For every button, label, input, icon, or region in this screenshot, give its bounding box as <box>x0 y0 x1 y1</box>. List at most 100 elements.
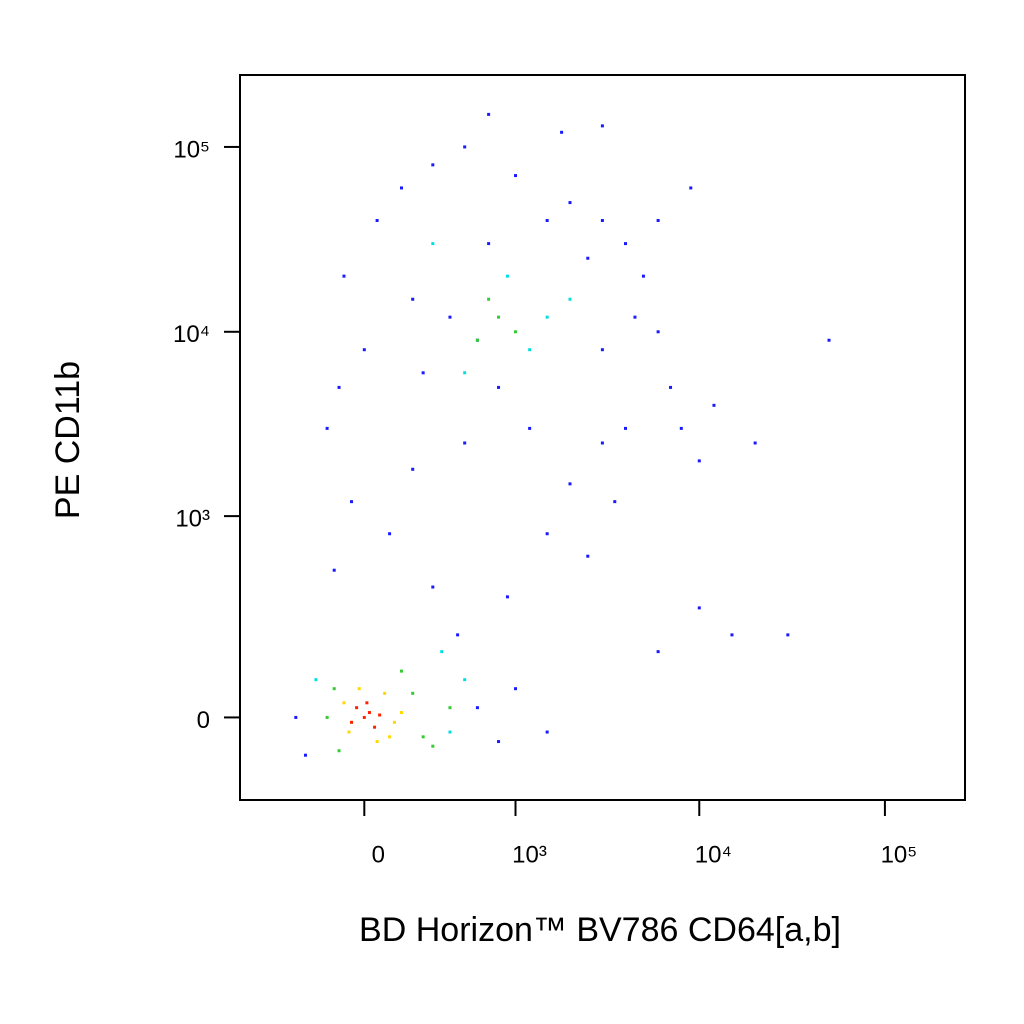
event-dot <box>325 426 329 430</box>
event-dot <box>355 706 359 710</box>
event-dot <box>545 730 549 734</box>
event-dot <box>505 595 509 599</box>
event-dot <box>656 650 660 654</box>
event-dot <box>600 348 604 352</box>
event-dot <box>514 174 518 178</box>
event-dot <box>365 701 369 705</box>
event-dot <box>600 219 604 223</box>
event-dot <box>545 532 549 536</box>
event-dot <box>357 687 361 691</box>
event-dot <box>641 274 645 278</box>
event-dot <box>448 730 452 734</box>
event-dot <box>332 568 336 572</box>
y-tick-label: 10⁵ <box>173 136 210 163</box>
event-dot <box>528 348 532 352</box>
event-dot <box>440 650 444 654</box>
event-dot <box>600 441 604 445</box>
event-dot <box>303 753 307 757</box>
event-dot <box>827 338 831 342</box>
event-dot <box>314 678 318 682</box>
event-dot <box>411 297 415 301</box>
x-tick-label: 10⁴ <box>695 841 732 868</box>
event-dot <box>712 403 716 407</box>
event-dot <box>730 633 734 637</box>
event-dot <box>392 720 396 724</box>
event-dot <box>623 242 627 246</box>
event-dot <box>505 274 509 278</box>
event-dot <box>342 701 346 705</box>
event-dot <box>463 678 467 682</box>
event-dot <box>411 467 415 471</box>
event-dot <box>669 385 673 389</box>
event-dot <box>656 330 660 334</box>
event-dot <box>487 112 491 116</box>
event-dot <box>342 274 346 278</box>
event-dot <box>545 315 549 319</box>
event-dot <box>528 426 532 430</box>
x-axis-title: BD Horizon™ BV786 CD64[a,b] <box>359 911 841 949</box>
event-dot <box>350 500 354 504</box>
event-dot <box>378 713 382 717</box>
event-dot <box>463 145 467 149</box>
event-dot <box>367 711 371 715</box>
event-dot <box>568 201 572 205</box>
event-dot <box>362 348 366 352</box>
event-dot <box>487 242 491 246</box>
event-dot <box>448 315 452 319</box>
event-dot <box>545 219 549 223</box>
event-dot <box>586 554 590 558</box>
event-dot <box>463 441 467 445</box>
event-dot <box>514 330 518 334</box>
event-dot <box>679 426 683 430</box>
y-axis-title: PE CD11b <box>49 361 87 519</box>
event-dot <box>421 371 425 375</box>
event-dot <box>568 482 572 486</box>
event-dot <box>375 219 379 223</box>
event-dot <box>399 711 403 715</box>
y-tick-label: 0 <box>197 707 210 734</box>
event-dot <box>613 500 617 504</box>
event-dot <box>448 706 452 710</box>
event-dot <box>600 124 604 128</box>
event-dot <box>463 371 467 375</box>
event-dot <box>633 315 637 319</box>
event-dot <box>337 385 341 389</box>
event-dot <box>475 706 479 710</box>
event-dot <box>697 606 701 610</box>
y-tick-label: 10³ <box>175 505 210 532</box>
event-dot <box>325 715 329 719</box>
event-dot <box>487 297 491 301</box>
event-dot <box>431 163 435 167</box>
event-dot <box>431 242 435 246</box>
event-dot <box>786 633 790 637</box>
event-dot <box>399 669 403 673</box>
event-dot <box>456 633 460 637</box>
event-dot <box>497 315 501 319</box>
event-dot <box>421 735 425 739</box>
event-dot <box>388 735 392 739</box>
event-dot <box>332 687 336 691</box>
event-dot <box>656 219 660 223</box>
event-dot <box>568 297 572 301</box>
event-dot <box>350 720 354 724</box>
event-dot <box>497 385 501 389</box>
x-tick-label: 10³ <box>512 841 547 868</box>
event-dot <box>697 459 701 463</box>
event-dot <box>586 256 590 260</box>
event-dot <box>383 691 387 695</box>
event-dot <box>411 691 415 695</box>
event-dot <box>497 740 501 744</box>
event-dot <box>362 715 366 719</box>
plot-frame <box>239 74 966 801</box>
event-dot <box>294 715 298 719</box>
event-dot <box>689 186 693 190</box>
event-dot <box>514 687 518 691</box>
event-dot <box>347 730 351 734</box>
event-dot <box>431 744 435 748</box>
event-dot <box>337 749 341 753</box>
event-dot <box>753 441 757 445</box>
event-dot <box>375 740 379 744</box>
event-dot <box>431 585 435 589</box>
